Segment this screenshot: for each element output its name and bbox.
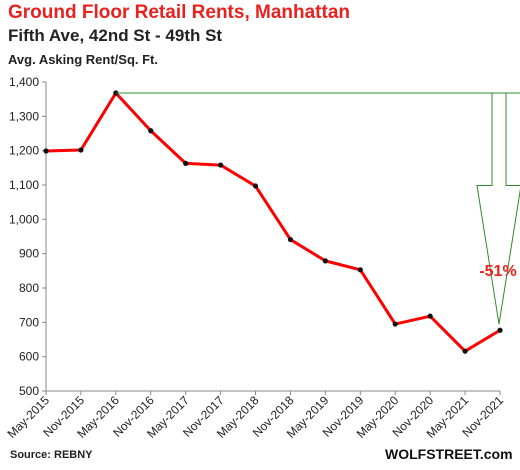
- chart-title: Ground Floor Retail Rents, Manhattan: [8, 2, 351, 23]
- y-tick-label: 1,100: [9, 178, 39, 192]
- data-point: [287, 236, 294, 243]
- y-tick-label: 800: [19, 281, 39, 295]
- y-tick-label: 1,300: [9, 109, 39, 123]
- chart-subtitle: Fifth Ave, 42nd St - 49th St: [8, 26, 223, 45]
- source-note: Source: REBNY: [10, 449, 93, 461]
- data-point: [322, 258, 328, 264]
- decline-percent-label: -51%: [479, 263, 516, 280]
- data-point: [357, 267, 363, 273]
- y-tick-label: 1,400: [9, 75, 39, 89]
- data-point: [148, 128, 154, 134]
- y-tick-label: 500: [19, 384, 39, 398]
- data-point: [78, 147, 84, 153]
- y-tick-label: 1,000: [9, 212, 39, 226]
- brand-watermark: WOLFSTREET.com: [385, 446, 513, 462]
- y-tick-label: 900: [19, 247, 39, 261]
- y-tick-label: 700: [19, 315, 39, 329]
- data-point: [218, 162, 224, 168]
- series-line: [45, 91, 501, 353]
- data-point: [427, 313, 433, 319]
- data-point: [462, 348, 468, 354]
- data-point: [183, 160, 189, 166]
- data-point: [497, 327, 503, 333]
- data-point: [252, 183, 259, 189]
- data-point: [392, 321, 398, 327]
- y-tick-label: 1,200: [9, 144, 39, 158]
- data-point: [43, 148, 49, 154]
- y-tick-label: 600: [19, 350, 39, 364]
- y-axis-label: Avg. Asking Rent/Sq. Ft.: [8, 52, 158, 67]
- decline-arrow: [476, 92, 520, 325]
